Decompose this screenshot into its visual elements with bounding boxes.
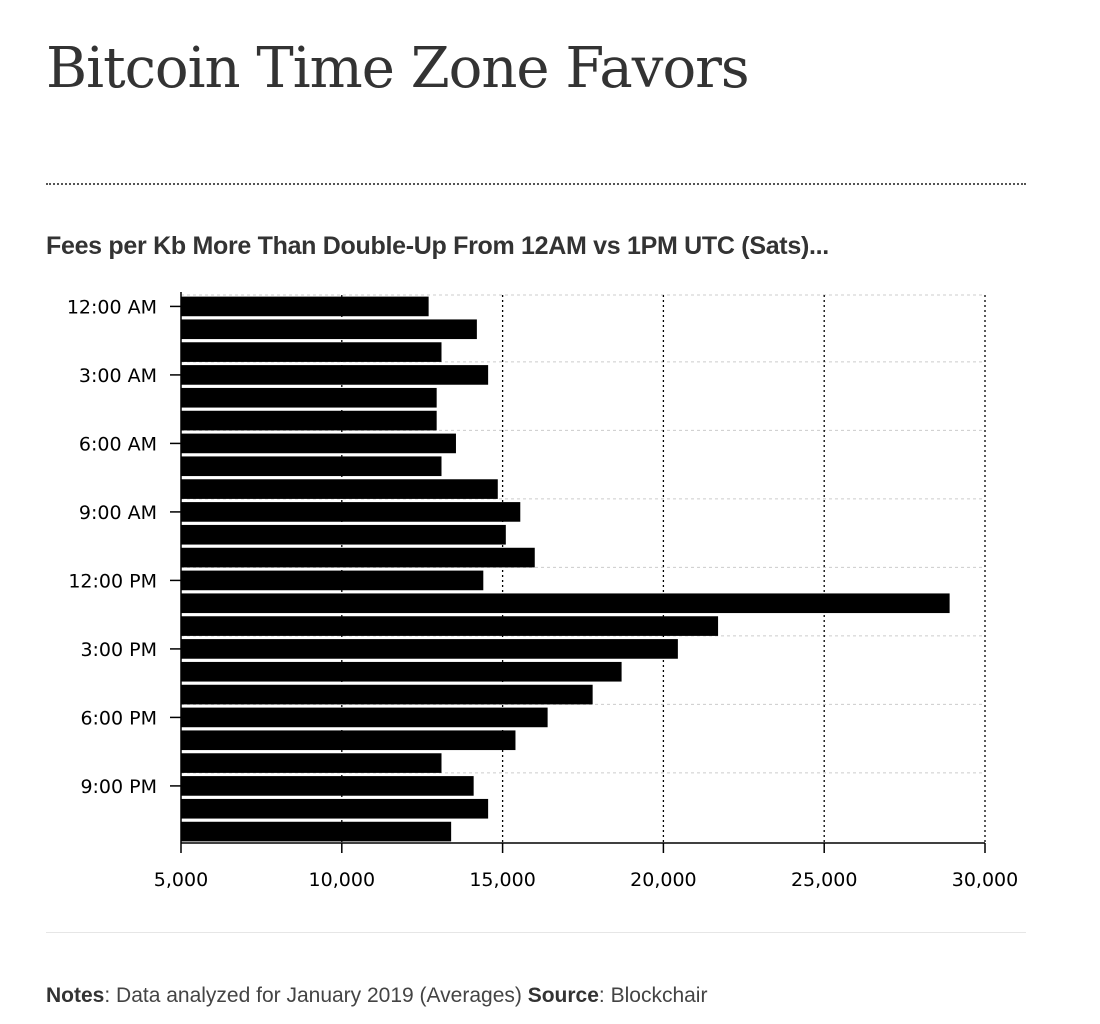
- notes-line: Notes: Data analyzed for January 2019 (A…: [46, 984, 707, 1008]
- bar-13: [181, 593, 950, 614]
- bar-19: [181, 730, 516, 751]
- bar-17: [181, 684, 593, 705]
- page-title: Bitcoin Time Zone Favors: [46, 36, 750, 101]
- bar-5: [181, 410, 437, 431]
- bar-22: [181, 798, 489, 819]
- y-tick-label: 12:00 AM: [67, 296, 157, 318]
- bar-3: [181, 365, 489, 385]
- bar-9: [181, 502, 521, 522]
- x-tick-label: 10,000: [309, 869, 375, 891]
- bar-chart: 12:00 AM 3:00 AM 6:00 AM 9:00 AM 12:00 PM 3:0…: [67, 292, 1018, 891]
- x-tick-label: 5,000: [154, 869, 208, 891]
- bar-8: [181, 479, 498, 499]
- y-tick-label: 6:00 AM: [79, 433, 157, 455]
- bar-23: [181, 821, 452, 842]
- x-tick-label: 15,000: [469, 869, 535, 891]
- bar-21: [181, 776, 474, 796]
- bar-11: [181, 547, 535, 568]
- bar-6: [181, 433, 456, 454]
- y-tick-label: 9:00 PM: [80, 776, 157, 798]
- source-label: Source: [527, 984, 599, 1007]
- bar-7: [181, 456, 442, 477]
- x-tick-label: 20,000: [630, 869, 696, 891]
- bar-15: [181, 639, 678, 659]
- bar-16: [181, 661, 622, 682]
- bar-18: [181, 707, 548, 728]
- bar-10: [181, 524, 506, 545]
- x-tick-label: 30,000: [952, 869, 1018, 891]
- y-tick-label: 12:00 PM: [68, 570, 157, 592]
- notes-label: Notes: [46, 984, 105, 1007]
- bottom-divider: [46, 932, 1026, 933]
- source-text: : Blockchair: [598, 984, 708, 1007]
- bar-4: [181, 387, 437, 408]
- chart-title: Fees per Kb More Than Double-Up From 12A…: [46, 232, 829, 260]
- bar-12: [181, 570, 484, 591]
- y-tick-label: 9:00 AM: [79, 502, 157, 524]
- bar-14: [181, 616, 719, 636]
- y-tick-label: 3:00 AM: [79, 365, 157, 387]
- bar-2: [181, 342, 442, 362]
- bar-1: [181, 319, 477, 340]
- bar-20: [181, 753, 442, 773]
- bar-0: [181, 296, 429, 317]
- y-tick-label: 3:00 PM: [80, 639, 157, 661]
- top-divider: [46, 183, 1026, 185]
- y-tick-label: 6:00 PM: [80, 707, 157, 729]
- x-tick-label: 25,000: [791, 869, 857, 891]
- notes-text: : Data analyzed for January 2019 (Averag…: [104, 984, 528, 1007]
